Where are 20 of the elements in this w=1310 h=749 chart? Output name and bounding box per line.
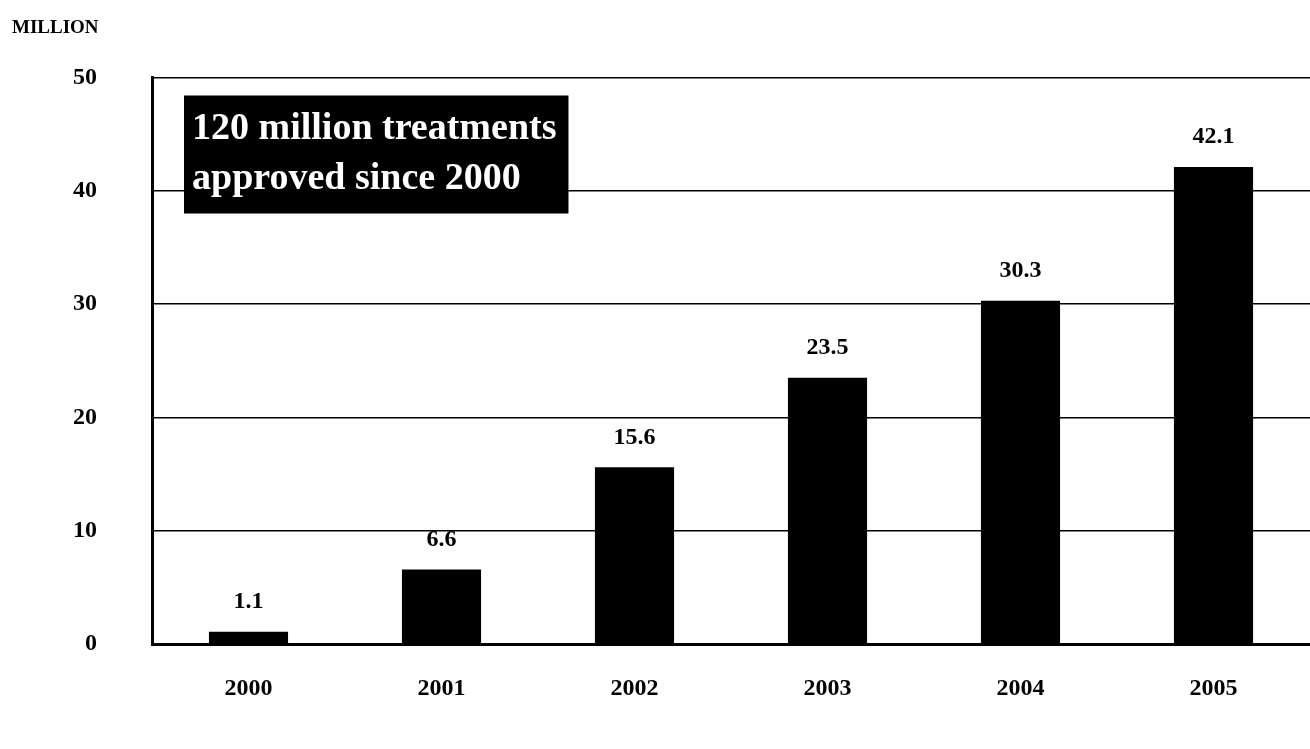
data-label: 6.6 — [426, 524, 457, 551]
data-label: 23.5 — [806, 333, 849, 360]
y-axis-title: MILLION — [12, 15, 99, 37]
y-tick-label: 20 — [73, 402, 97, 429]
data-label: 42.1 — [1192, 122, 1235, 149]
x-tick-label: 2005 — [1189, 673, 1238, 700]
data-label: 1.1 — [233, 586, 264, 613]
data-label: 30.3 — [999, 255, 1042, 282]
x-tick-label: 2000 — [224, 673, 273, 700]
x-tick-label: 2003 — [803, 673, 852, 700]
y-tick-label: 0 — [85, 629, 97, 656]
y-tick-label: 50 — [73, 62, 97, 89]
x-tick-label: 2002 — [610, 673, 659, 700]
y-tick-label: 40 — [73, 175, 97, 202]
data-label: 15.6 — [613, 422, 656, 449]
y-tick-label: 30 — [73, 289, 97, 316]
annotation: 120 million treatments approved since 2000 — [192, 105, 557, 198]
x-tick-label: 2001 — [417, 673, 466, 700]
y-tick-label: 10 — [73, 516, 97, 543]
x-tick-label: 2004 — [996, 673, 1045, 700]
